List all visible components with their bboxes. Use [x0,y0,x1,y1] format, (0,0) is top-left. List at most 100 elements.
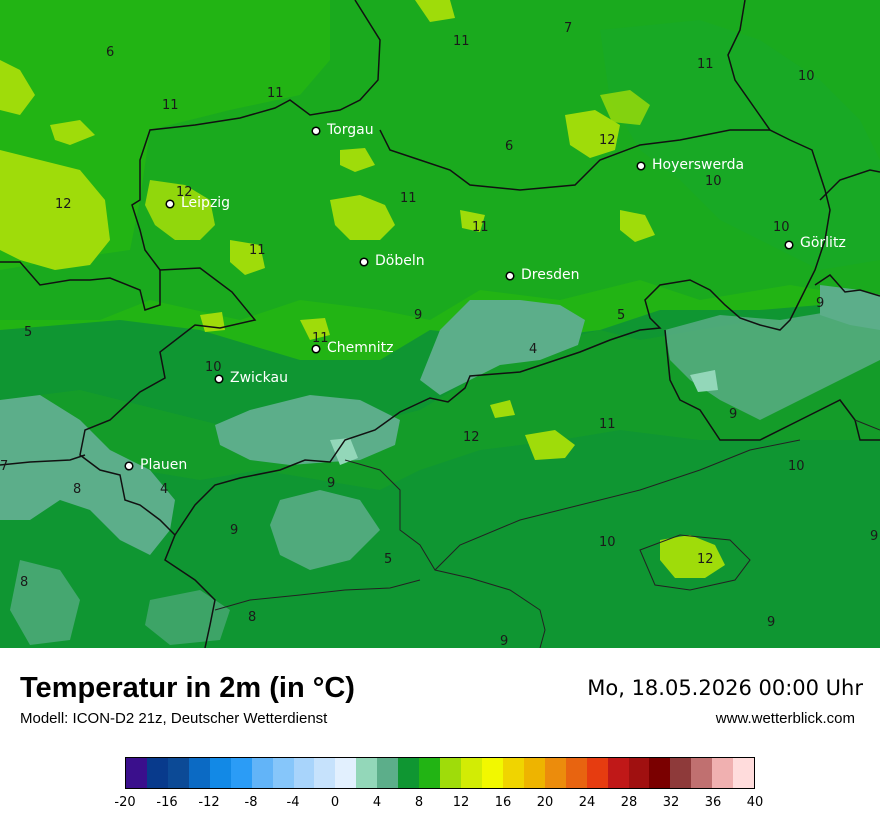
value-label: 10 [705,174,722,189]
legend-tick-label: -20 [114,795,136,810]
city-dot [165,199,175,209]
legend-swatch [126,758,147,788]
value-label: 10 [773,220,790,235]
value-label: 9 [767,615,775,630]
state-border-thuringia [0,261,161,311]
value-label: 9 [230,523,238,538]
legend-swatch [419,758,441,788]
legend-tick-label: 40 [746,795,764,810]
value-label: 4 [160,482,168,497]
region-border-czech-2 [434,439,801,571]
city-torgau: Torgau [311,122,374,138]
city-leipzig: Leipzig [165,195,230,211]
legend-swatch [398,758,420,788]
value-label: 11 [267,86,284,101]
border-south [0,454,86,466]
legend-swatch [272,758,294,788]
value-label: 11 [162,98,179,113]
value-label: 12 [599,133,616,148]
value-label: 6 [505,139,513,154]
city-label: Zwickau [230,370,288,386]
region-border-czech-5 [854,419,880,431]
legend-swatch [586,758,608,788]
forecast-datetime: Mo, 18.05.2026 00:00 Uhr [587,676,863,700]
city-dot [311,344,321,354]
legend-swatch [607,758,629,788]
legend-tick-label: 16 [494,795,512,810]
value-label: 9 [327,476,335,491]
value-label: 6 [106,45,114,60]
legend-tick-label: 8 [414,795,424,810]
legend-color-bar [125,757,755,789]
border-east-2 [819,169,880,201]
legend-tick-label: 32 [662,795,680,810]
page-title: Temperatur in 2m (in °C) [20,672,355,704]
legend-tick-label: -16 [156,795,178,810]
city-dot [311,126,321,136]
value-label: 9 [729,407,737,422]
legend-swatch [314,758,336,788]
legend-swatch [377,758,399,788]
legend-tick-label: -8 [244,795,258,810]
value-label: 5 [24,325,32,340]
legend-swatch [544,758,566,788]
city-label: Torgau [326,122,374,138]
legend-swatch [502,758,524,788]
value-label: 7 [0,459,8,474]
map-footer: Temperatur in 2m (in °C) Modell: ICON-D2… [0,648,880,830]
city-label: Plauen [140,457,187,473]
region-border-czech-4 [214,579,421,611]
value-label: 5 [384,552,392,567]
city-label: Hoyerswerda [652,157,744,173]
legend-swatch [481,758,503,788]
legend-swatch [146,758,168,788]
city-chemnitz: Chemnitz [311,340,394,356]
legend-swatch [356,758,378,788]
city-label: Döbeln [375,253,425,269]
legend-tick-label: 4 [372,795,382,810]
city-dot [359,257,369,267]
legend-swatch [733,758,755,788]
legend-tick-label: 12 [452,795,470,810]
value-label: 11 [472,220,489,235]
value-label: 10 [798,69,815,84]
value-label: 12 [55,197,72,212]
city-dresden: Dresden [505,267,580,283]
city-label: Dresden [521,267,580,283]
legend-swatch [251,758,273,788]
state-border-north [131,0,381,271]
legend-tick-label: 20 [536,795,554,810]
temperature-field [0,0,880,648]
legend-tick-label: 36 [704,795,722,810]
legend-swatch [293,758,315,788]
value-label: 9 [816,296,824,311]
legend-swatch [670,758,692,788]
legend-swatch [691,758,713,788]
value-label: 11 [400,191,417,206]
value-label: 12 [463,430,480,445]
city-hoyerswerda: Hoyerswerda [636,157,744,173]
value-label: 11 [599,417,616,432]
border-lines [0,0,880,648]
value-label: 12 [697,552,714,567]
legend-tick-label: -12 [198,795,220,810]
city-label: Görlitz [800,235,846,251]
value-label: 8 [248,610,256,625]
legend-tick-label: 0 [330,795,340,810]
website-link[interactable]: www.wetterblick.com [715,710,855,727]
value-label: 11 [453,34,470,49]
border-east-poland [814,274,880,297]
legend-tick-label: 28 [620,795,638,810]
value-label: 10 [205,360,222,375]
state-border-saxony [79,0,831,537]
city-zwickau: Zwickau [214,370,288,386]
legend-swatch [649,758,671,788]
model-source: Modell: ICON-D2 21z, Deutscher Wetterdie… [20,710,328,727]
city-dot [124,461,134,471]
value-label: 9 [870,529,878,544]
legend-swatch [335,758,357,788]
city-dot [784,240,794,250]
legend-swatch [188,758,210,788]
legend-swatch [565,758,587,788]
value-label: 8 [20,575,28,590]
